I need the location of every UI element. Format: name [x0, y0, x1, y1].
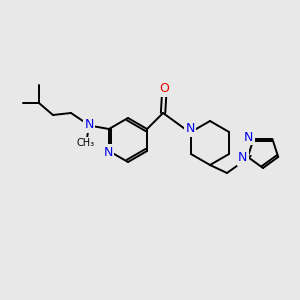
Text: N: N	[185, 122, 195, 136]
Text: N: N	[84, 118, 94, 131]
Text: N: N	[103, 146, 112, 158]
Text: CH₃: CH₃	[77, 138, 95, 148]
Text: N: N	[244, 130, 253, 144]
Text: O: O	[159, 82, 169, 95]
Text: N: N	[238, 152, 248, 164]
